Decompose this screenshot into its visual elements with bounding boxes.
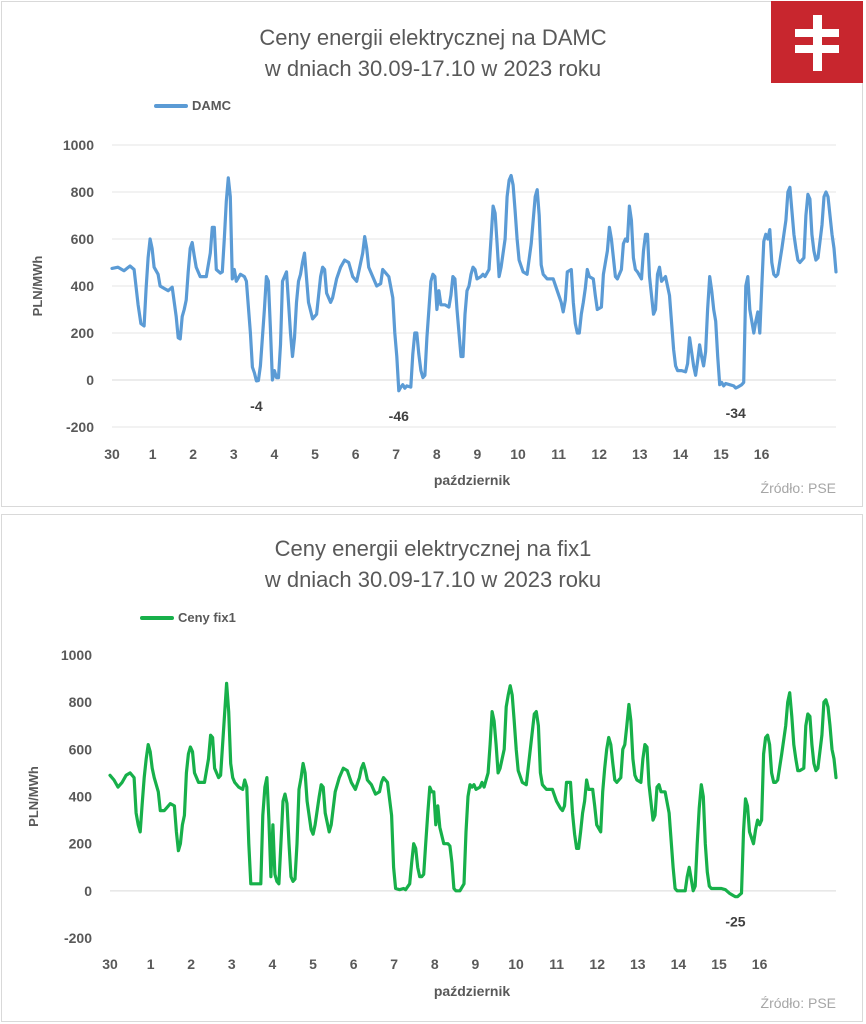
fix1-x-tick-label: 30 — [102, 956, 118, 972]
fix1-data-label: -25 — [725, 914, 745, 930]
damc-source-label: Źródło: PSE — [760, 480, 836, 496]
damc-y-axis-label: PLN/MWh — [30, 256, 45, 317]
damc-y-tick-label: 0 — [86, 372, 94, 388]
fix1-y-tick-label: 600 — [69, 741, 93, 757]
damc-legend-label: DAMC — [192, 98, 231, 113]
damc-x-tick-label: 2 — [189, 446, 197, 462]
damc-title-line1: Ceny energii elektrycznej na DAMC — [259, 25, 607, 50]
fix1-x-tick-label: 9 — [472, 956, 480, 972]
damc-y-tick-label: 800 — [71, 184, 95, 200]
damc-y-tick-label: -200 — [66, 419, 94, 435]
damc-title-line2: w dniach 30.09-17.10 w 2023 roku — [264, 56, 602, 81]
damc-x-tick-label: 1 — [149, 446, 157, 462]
fix1-y-tick-label: 1000 — [61, 647, 92, 663]
fix1-x-tick-label: 13 — [630, 956, 646, 972]
damc-x-tick-label: 7 — [392, 446, 400, 462]
damc-y-tick-label: 400 — [71, 278, 95, 294]
damc-x-tick-label: 10 — [510, 446, 526, 462]
fix1-y-tick-label: 200 — [69, 836, 93, 852]
damc-data-label: -4 — [250, 398, 263, 414]
fix1-x-tick-label: 14 — [671, 956, 687, 972]
fix1-x-tick-label: 16 — [752, 956, 768, 972]
fix1-x-tick-label: 11 — [549, 956, 564, 972]
damc-x-tick-label: 16 — [754, 446, 770, 462]
fix1-x-tick-label: 4 — [269, 956, 277, 972]
fix1-x-tick-label: 10 — [508, 956, 524, 972]
damc-x-tick-label: 9 — [474, 446, 482, 462]
fix1-y-tick-label: -200 — [64, 930, 92, 946]
damc-x-tick-label: 6 — [352, 446, 360, 462]
damc-legend-swatch — [154, 103, 188, 108]
fix1-x-tick-label: 2 — [187, 956, 195, 972]
fix1-legend-label: Ceny fix1 — [178, 610, 236, 625]
fix1-series-line — [108, 681, 838, 899]
fix1-title-line2: w dniach 30.09-17.10 w 2023 roku — [264, 567, 602, 592]
damc-y-tick-label: 1000 — [63, 137, 94, 153]
damc-x-tick-label: 3 — [230, 446, 238, 462]
fix1-title-line1: Ceny energii elektrycznej na fix1 — [274, 536, 592, 561]
fix1-x-tick-label: 7 — [390, 956, 398, 972]
fix1-legend: Ceny fix1 — [140, 610, 236, 625]
fix1-y-tick-label: 0 — [84, 883, 92, 899]
damc-legend: DAMC — [154, 98, 231, 113]
damc-x-tick-label: 12 — [591, 446, 607, 462]
fix1-x-axis-label: październik — [434, 983, 510, 999]
fix1-x-tick-label: 5 — [309, 956, 317, 972]
fix1-x-tick-label: 12 — [589, 956, 605, 972]
fix1-x-tick-label: 1 — [147, 956, 155, 972]
damc-x-tick-label: 14 — [673, 446, 689, 462]
fix1-y-tick-label: 800 — [69, 694, 93, 710]
damc-x-axis-label: październik — [434, 472, 510, 488]
damc-series-line — [110, 173, 838, 393]
damc-y-tick-label: 600 — [71, 231, 95, 247]
damc-data-label: -46 — [389, 408, 409, 424]
fix1-x-tick-label: 6 — [350, 956, 358, 972]
damc-x-tick-label: 11 — [551, 446, 566, 462]
fix1-chart-panel: Ceny energii elektrycznej na fix1 w dnia… — [1, 514, 863, 1022]
fix1-chart-title: Ceny energii elektrycznej na fix1 w dnia… — [2, 533, 864, 595]
damc-x-tick-label: 4 — [271, 446, 279, 462]
damc-chart-title: Ceny energii elektrycznej na DAMC w dnia… — [2, 22, 864, 84]
damc-x-tick-label: 15 — [713, 446, 729, 462]
fix1-y-axis-label: PLN/MWh — [26, 766, 41, 827]
damc-x-tick-label: 13 — [632, 446, 648, 462]
damc-data-label: -34 — [726, 405, 746, 421]
damc-x-tick-label: 8 — [433, 446, 441, 462]
fix1-legend-swatch — [140, 615, 174, 620]
fix1-x-tick-label: 15 — [711, 956, 727, 972]
damc-y-tick-label: 200 — [71, 325, 95, 341]
fix1-y-tick-label: 400 — [69, 789, 93, 805]
pse-double-cross-icon — [795, 15, 839, 71]
damc-x-tick-label: 5 — [311, 446, 319, 462]
damc-x-tick-label: 30 — [104, 446, 120, 462]
fix1-x-tick-label: 3 — [228, 956, 236, 972]
pse-logo — [771, 1, 863, 83]
fix1-x-tick-label: 8 — [431, 956, 439, 972]
fix1-source-label: Źródło: PSE — [760, 995, 836, 1011]
damc-chart-panel: Ceny energii elektrycznej na DAMC w dnia… — [1, 1, 863, 507]
